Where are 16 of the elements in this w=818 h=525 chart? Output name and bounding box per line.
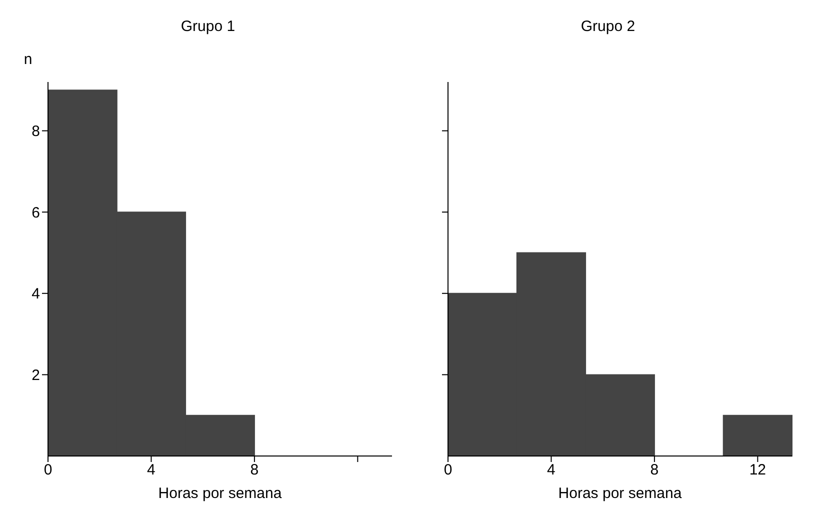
y-tick-label: 8 [32, 123, 40, 140]
x-tick-label: 8 [650, 462, 659, 479]
x-axis-title: Horas por semana [558, 485, 682, 502]
y-axis-title: n [24, 51, 32, 68]
x-tick-label: 12 [749, 462, 766, 479]
x-tick-label: 4 [547, 462, 556, 479]
y-tick-label: 6 [32, 204, 40, 222]
y-tick-label: 4 [32, 286, 40, 303]
x-tick-label: 0 [444, 462, 452, 479]
y-tick-label: 2 [32, 367, 40, 384]
x-tick-label: 0 [44, 462, 52, 479]
x-tick-label: 4 [147, 462, 156, 479]
chart-title: Grupo 1 [180, 18, 236, 37]
x-tick-label: 8 [250, 462, 259, 479]
chart-title: Grupo 2 [580, 18, 636, 37]
x-axis-title: Horas por semana [158, 485, 282, 502]
